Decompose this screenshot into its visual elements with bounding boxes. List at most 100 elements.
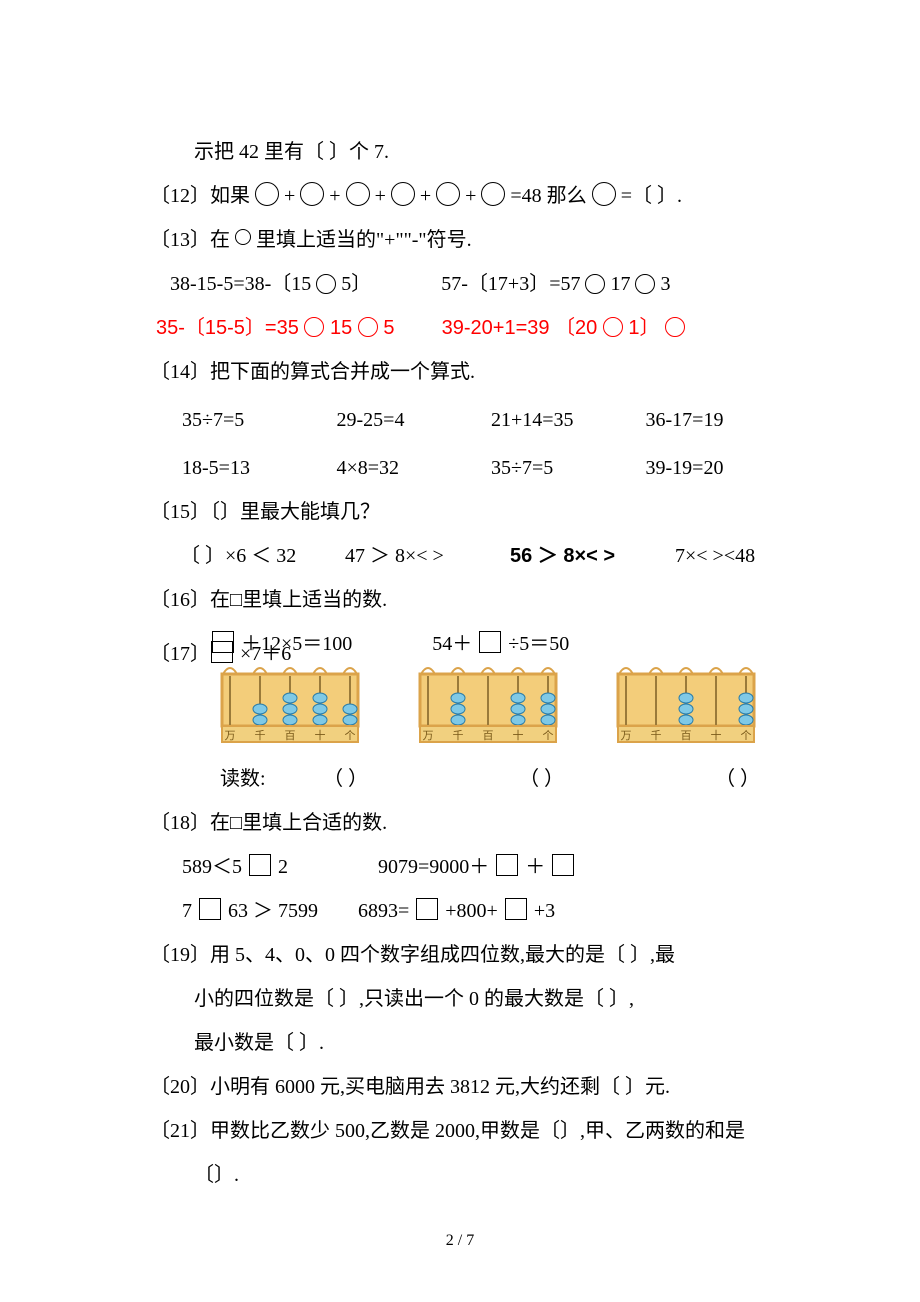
circle-blank-icon xyxy=(481,182,505,206)
circle-blank-icon xyxy=(316,274,336,294)
q14: 〔14〕把下面的算式合并成一个算式. xyxy=(150,350,800,394)
read-label: 读数: xyxy=(220,768,266,790)
paren: （ ） xyxy=(467,757,617,801)
q14-grid-r1: 35÷7=5 29-25=4 21+14=35 36-17=19 xyxy=(150,398,800,442)
svg-text:个: 个 xyxy=(543,729,554,742)
svg-text:千: 千 xyxy=(651,729,662,742)
svg-text:百: 百 xyxy=(681,730,692,742)
expr: 7×< ><48 xyxy=(675,545,755,567)
svg-text:万: 万 xyxy=(423,730,434,742)
expr: 54＋ xyxy=(432,633,472,655)
page-footer: 2 / 7 xyxy=(0,1223,920,1258)
circle-blank-icon xyxy=(635,274,655,294)
q18-row1: 589＜5 2 9079=9000＋ ＋ xyxy=(150,845,800,889)
expr-bold: 56 ＞ 8×< > xyxy=(510,534,670,578)
q15: 〔15〕〔〕里最大能填几？ xyxy=(150,490,800,534)
circle-red-icon xyxy=(665,317,685,337)
circle-blank-icon xyxy=(592,182,616,206)
svg-text:十: 十 xyxy=(513,728,524,742)
equation: 39-19=20 xyxy=(646,446,801,490)
abacus-icon: 万千百十个 xyxy=(418,666,558,744)
q12: 〔12〕如果 + + + + + =48 那么 =〔 〕. xyxy=(150,174,800,218)
expr: ×7＋6 xyxy=(240,643,291,665)
abacus-row: 万千百十个万千百十个万千百十个 xyxy=(150,666,800,759)
q12-end: =〔 〕. xyxy=(621,185,682,207)
square-blank-icon xyxy=(505,898,527,920)
q18-row2: 7 63 ＞ 7599 6893= +800+ +3 xyxy=(150,889,800,933)
svg-text:万: 万 xyxy=(225,730,236,742)
abacus-icon: 万千百十个 xyxy=(220,666,360,744)
expr: 5 xyxy=(383,317,394,339)
expr: 2 xyxy=(278,856,288,878)
svg-text:百: 百 xyxy=(285,730,296,742)
q12-pre: 〔12〕如果 xyxy=(150,185,250,207)
svg-text:千: 千 xyxy=(255,729,266,742)
expr: 3 xyxy=(660,273,670,295)
svg-text:十: 十 xyxy=(315,728,326,742)
q21a: 〔21〕甲数比乙数少 500,乙数是 2000,甲数是〔〕,甲、乙两数的和是 xyxy=(150,1109,800,1153)
expr: 47 ＞ 8×< > xyxy=(345,534,505,578)
expr: 〔 〕×6 ＜ 32 xyxy=(180,534,340,578)
expr: 9079=9000＋ xyxy=(378,856,489,878)
circle-blank-icon xyxy=(436,182,460,206)
circle-red-icon xyxy=(304,317,324,337)
expr: 17 xyxy=(610,273,630,295)
q11-cont: 示把 42 里有〔 〕个 7. xyxy=(150,130,800,174)
expr: 35-〔15-5〕=35 xyxy=(156,317,304,339)
abacus-unit: 万千百十个 xyxy=(418,666,558,759)
q13-pre: 〔13〕在 xyxy=(150,229,235,251)
equation: 35÷7=5 xyxy=(491,446,646,490)
q13-line2-red: 35-〔15-5〕=35 15 5 39-20+1=39 〔20 1〕 xyxy=(150,306,800,350)
q13: 〔13〕在 里填上适当的"+""-"符号. xyxy=(150,218,800,262)
circle-blank-icon xyxy=(300,182,324,206)
expr: ÷5＝50 xyxy=(508,633,569,655)
expr: 15 xyxy=(330,317,358,339)
equation: 29-25=4 xyxy=(337,398,492,442)
q19c: 最小数是〔 〕. xyxy=(150,1021,800,1065)
square-blank-icon xyxy=(211,641,233,663)
expr: 589＜5 xyxy=(182,856,242,878)
q17-read: 读数: （ ） （ ） （ ） xyxy=(150,757,800,801)
q13-post: 里填上适当的"+""-"符号. xyxy=(256,229,472,251)
svg-text:千: 千 xyxy=(453,729,464,742)
square-blank-icon xyxy=(479,631,501,653)
svg-text:百: 百 xyxy=(483,730,494,742)
paren: （ ） xyxy=(663,757,813,801)
q16: 〔16〕在□里填上适当的数. xyxy=(150,578,800,622)
svg-text:个: 个 xyxy=(741,729,752,742)
plus: + xyxy=(284,185,300,207)
abacus-unit: 万千百十个 xyxy=(220,666,360,759)
equation: 36-17=19 xyxy=(646,398,801,442)
circle-blank-icon xyxy=(585,274,605,294)
circle-small-icon xyxy=(235,229,251,245)
q19b: 小的四位数是〔 〕,只读出一个 0 的最大数是〔 〕, xyxy=(150,977,800,1021)
expr: 63 ＞ 7599 xyxy=(228,900,318,922)
circle-blank-icon xyxy=(391,182,415,206)
svg-text:十: 十 xyxy=(711,728,722,742)
q13-line1: 38-15-5=38-〔15 5〕 57-〔17+3〕=57 17 3 xyxy=(150,262,800,306)
equation: 35÷7=5 xyxy=(182,398,337,442)
plus: + xyxy=(465,185,481,207)
q12-mid: =48 那么 xyxy=(510,185,591,207)
q21b: 〔〕. xyxy=(150,1153,800,1197)
paren: （ ） xyxy=(271,757,421,801)
expr: 39-20+1=39 〔20 xyxy=(442,317,598,339)
plus: + xyxy=(420,185,436,207)
q14-grid-r2: 18-5=13 4×8=32 35÷7=5 39-19=20 xyxy=(150,446,800,490)
expr: 38-15-5=38-〔15 xyxy=(170,273,311,295)
expr: 57-〔17+3〕=57 xyxy=(441,273,580,295)
expr: 6893= xyxy=(358,900,409,922)
q15-row: 〔 〕×6 ＜ 32 47 ＞ 8×< > 56 ＞ 8×< > 7×< ><4… xyxy=(150,534,800,578)
q18: 〔18〕在□里填上合适的数. xyxy=(150,801,800,845)
q20: 〔20〕小明有 6000 元,买电脑用去 3812 元,大约还剩〔 〕元. xyxy=(150,1065,800,1109)
circle-red-icon xyxy=(358,317,378,337)
plus: ＋ xyxy=(525,856,545,878)
plus: + xyxy=(375,185,391,207)
plus: + xyxy=(329,185,345,207)
expr: 5〕 xyxy=(341,273,371,295)
circle-blank-icon xyxy=(346,182,370,206)
abacus-unit: 万千百十个 xyxy=(616,666,756,759)
equation: 18-5=13 xyxy=(182,446,337,490)
square-blank-icon xyxy=(552,854,574,876)
square-blank-icon xyxy=(199,898,221,920)
